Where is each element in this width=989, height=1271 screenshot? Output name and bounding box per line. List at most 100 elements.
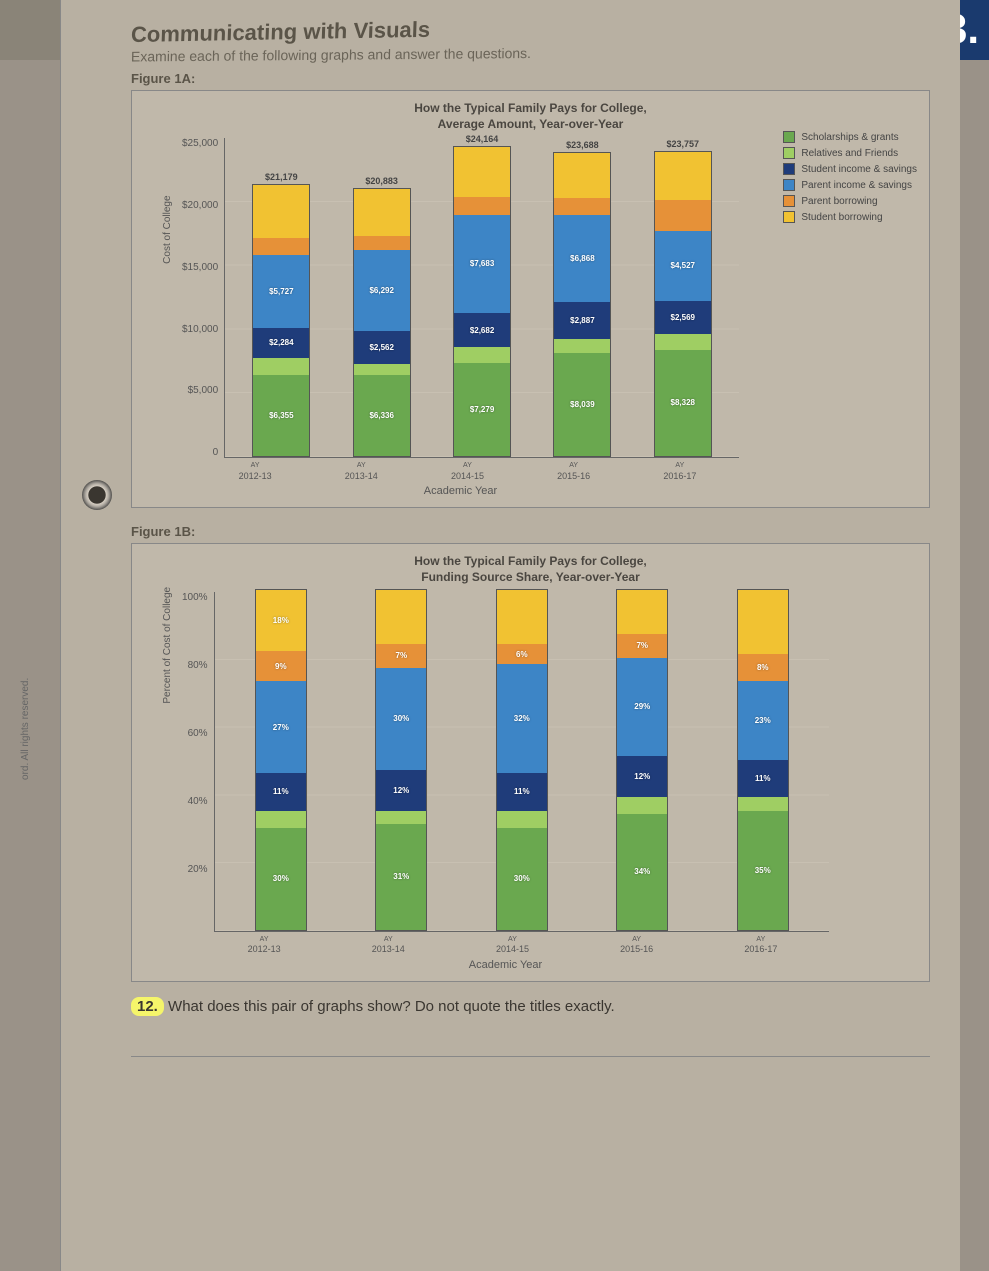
bar-total: $24,164: [466, 134, 499, 144]
chart-a-x-labels: AY2012-13AY2013-14AY2014-15AY2015-16AY20…: [142, 458, 919, 481]
binder-hole: [82, 480, 112, 510]
chart-legend: Scholarships & grantsRelatives and Frien…: [783, 131, 917, 227]
bar-segment-parent_income: $4,527: [655, 231, 711, 302]
bar-segment-parent_borrow: 9%: [256, 651, 306, 682]
bar-segment-scholarships: $7,279: [454, 363, 510, 456]
bar-segment-relatives: [454, 347, 510, 363]
bar-segment-parent_borrow: 8%: [738, 654, 788, 681]
legend-item: Student borrowing: [783, 211, 917, 223]
chart-b-y-label: Percent of Cost of College: [162, 586, 173, 703]
bar-segment-student_income: $2,284: [253, 328, 309, 357]
bar-segment-student_income: $2,887: [554, 302, 610, 339]
chart-a-x-title: Academic Year: [142, 485, 919, 497]
y-tick: 20%: [188, 864, 208, 875]
stacked-bar: 34% 12%29%7%: [616, 589, 668, 931]
y-tick: $15,000: [182, 262, 218, 273]
x-tick-label: AY2014-15: [438, 462, 496, 481]
stacked-bar: 35%11%23%8%: [737, 589, 789, 931]
chart-a-y-label: Cost of College: [162, 196, 173, 264]
legend-swatch: [783, 179, 795, 191]
x-tick-label: AY2016-17: [651, 462, 709, 481]
chart-b-x-title: Academic Year: [142, 959, 919, 971]
y-tick: $25,000: [182, 138, 218, 149]
chart-a-title-l1: How the Typical Family Pays for College,: [414, 101, 647, 115]
legend-swatch: [783, 147, 795, 159]
bar-segment-parent_income: 27%: [256, 681, 306, 773]
stacked-bar: $6,355 $2,284$5,727: [252, 184, 310, 457]
question-number: 12.: [131, 997, 164, 1016]
question-12: 12. What does this pair of graphs show? …: [131, 998, 930, 1015]
x-tick-label: AY2013-14: [359, 936, 417, 955]
bar-segment-parent_income: $6,292: [354, 250, 410, 331]
figure-1a-label: Figure 1A:: [131, 71, 930, 86]
bar-segment-relatives: [354, 364, 410, 375]
legend-label: Parent borrowing: [801, 196, 877, 207]
y-tick: 0: [213, 447, 219, 458]
bar-segment-parent_borrow: [354, 236, 410, 250]
bar-segment-scholarships: 35%: [738, 811, 788, 930]
bar-segment-scholarships: $8,328: [655, 350, 711, 457]
x-tick-label: AY2013-14: [332, 462, 390, 481]
bar-segment-parent_income: $5,727: [253, 255, 309, 328]
legend-label: Parent income & savings: [801, 180, 912, 191]
bar-segment-student_borrow: [253, 185, 309, 238]
bar-segment-student_borrow: [454, 147, 510, 198]
bar-segment-student_borrow: [655, 152, 711, 200]
bar-column: $23,757$8,328$2,569$4,527: [654, 139, 712, 457]
legend-label: Scholarships & grants: [801, 132, 898, 143]
chart-b-plot: 30%11%27%9%18%31%12%30%7%30%11%32%6%34%1…: [214, 592, 829, 932]
bar-segment-scholarships: 34%: [617, 814, 667, 930]
bar-segment-relatives: [253, 358, 309, 375]
bar-segment-relatives: [376, 811, 426, 825]
y-tick: 80%: [188, 660, 208, 671]
chart-b-title: How the Typical Family Pays for College,…: [142, 554, 919, 585]
bar-segment-parent_borrow: [253, 238, 309, 255]
stacked-bar: $7,279$2,682$7,683: [453, 146, 511, 457]
bar-segment-scholarships: $6,355: [253, 375, 309, 456]
bar-segment-student_income: 11%: [738, 760, 788, 797]
chart-a-title: How the Typical Family Pays for College,…: [142, 101, 919, 132]
stacked-bar: $6,336$2,562$6,292: [353, 188, 411, 457]
bar-column: $21,179 $6,355 $2,284$5,727: [252, 172, 310, 457]
bar-segment-student_borrow: [376, 590, 426, 644]
bar-total: $20,883: [365, 176, 398, 186]
copyright-side: ord. All rights reserved.: [20, 678, 31, 780]
legend-swatch: [783, 163, 795, 175]
bar-segment-student_income: 12%: [617, 756, 667, 797]
y-tick: 40%: [188, 796, 208, 807]
bar-segment-relatives: [256, 811, 306, 828]
bar-segment-relatives: [554, 339, 610, 353]
chart-b-title-l1: How the Typical Family Pays for College,: [414, 554, 647, 568]
y-tick: 100%: [182, 592, 208, 603]
chart-b-title-l2: Funding Source Share, Year-over-Year: [421, 570, 640, 584]
bar-total: $23,688: [566, 140, 599, 150]
figure-1a-chart: How the Typical Family Pays for College,…: [131, 90, 930, 508]
bar-segment-scholarships: 31%: [376, 824, 426, 929]
legend-item: Scholarships & grants: [783, 131, 917, 143]
bar-total: $21,179: [265, 172, 298, 182]
bar-column: 35%11%23%8%: [737, 589, 789, 931]
textbook-page: Communicating with Visuals Examine each …: [60, 0, 960, 1271]
bar-segment-student_borrow: 18%: [256, 590, 306, 651]
bar-segment-student_borrow: [738, 590, 788, 655]
bar-segment-student_income: 12%: [376, 770, 426, 811]
bar-segment-parent_borrow: 7%: [376, 644, 426, 668]
bar-segment-student_income: $2,682: [454, 313, 510, 347]
bar-segment-scholarships: $8,039: [554, 353, 610, 456]
chart-a-y-axis: Cost of College $25,000$20,000$15,000$10…: [182, 138, 224, 458]
bar-segment-student_borrow: [354, 189, 410, 236]
bar-column: 31%12%30%7%: [375, 589, 427, 931]
bar-segment-parent_income: 29%: [617, 658, 667, 757]
answer-line: [131, 1033, 930, 1057]
bar-column: 30%11%32%6%: [496, 589, 548, 931]
bar-segment-relatives: [655, 334, 711, 349]
bar-column: $23,688 $8,039 $2,887$6,868: [553, 140, 611, 457]
bar-column: 34% 12%29%7%: [616, 589, 668, 931]
bar-segment-parent_income: 32%: [497, 664, 547, 773]
bar-segment-parent_income: $6,868: [554, 215, 610, 303]
bar-segment-parent_borrow: [655, 200, 711, 230]
stacked-bar: 30%11%32%6%: [496, 589, 548, 931]
bar-segment-parent_borrow: 7%: [617, 634, 667, 658]
y-tick: $5,000: [188, 385, 219, 396]
figure-1b-chart: How the Typical Family Pays for College,…: [131, 543, 930, 981]
